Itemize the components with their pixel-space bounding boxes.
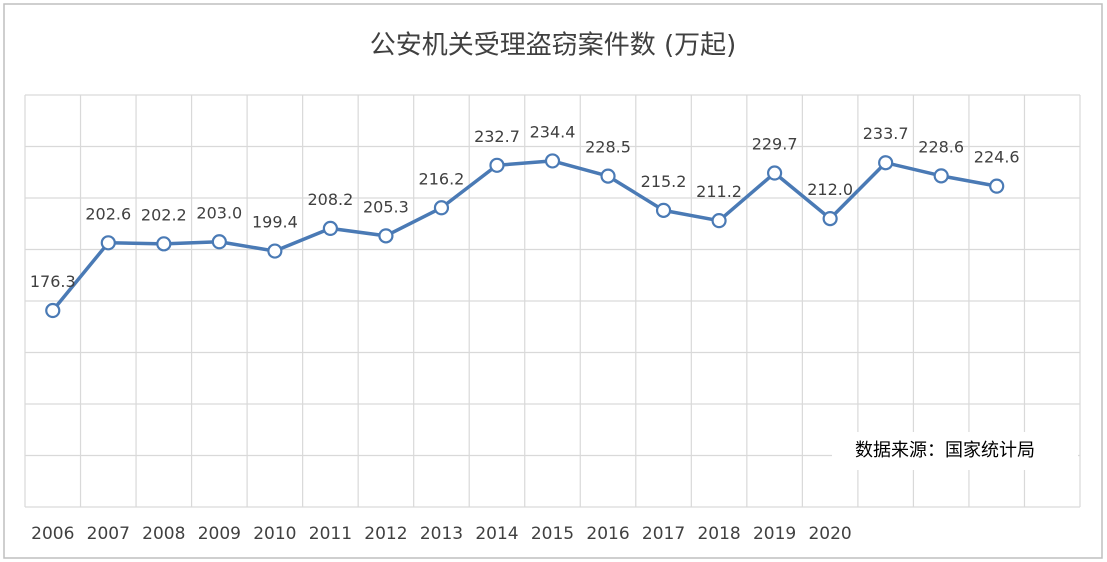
point bbox=[211, 234, 227, 250]
x-tick-label: 2017 bbox=[642, 524, 685, 544]
data-label: 203.0 bbox=[196, 203, 242, 222]
data-label: 208.2 bbox=[307, 190, 353, 209]
plot-area: 2006 2007 2008 2009 2010 2011 2012 2013 2014 2015… bbox=[24, 94, 1081, 544]
x-tick-label: 2018 bbox=[697, 524, 740, 544]
data-label: 199.4 bbox=[252, 213, 298, 232]
data-label: 202.6 bbox=[85, 204, 131, 223]
point bbox=[933, 168, 949, 184]
point bbox=[100, 235, 116, 251]
x-tick-label: 2007 bbox=[87, 524, 130, 544]
point bbox=[989, 178, 1005, 194]
point bbox=[655, 202, 672, 218]
point bbox=[378, 228, 394, 244]
data-label: 224.6 bbox=[974, 148, 1020, 167]
x-tick-label: 2006 bbox=[31, 524, 74, 544]
point bbox=[767, 165, 783, 181]
x-tick-label: 2020 bbox=[808, 524, 851, 544]
chart-border bbox=[3, 3, 1103, 559]
point bbox=[822, 211, 838, 227]
data-label: 176.3 bbox=[30, 272, 76, 291]
point bbox=[711, 213, 727, 229]
point bbox=[433, 200, 450, 216]
x-tick-label: 2019 bbox=[753, 524, 796, 544]
data-label: 232.7 bbox=[474, 127, 520, 146]
data-label: 202.2 bbox=[141, 205, 187, 224]
data-label: 234.4 bbox=[530, 122, 576, 141]
x-tick-label: 2009 bbox=[198, 524, 241, 544]
point bbox=[267, 243, 283, 259]
point bbox=[878, 155, 894, 171]
data-label: 216.2 bbox=[419, 169, 465, 188]
source-note: 数据来源：国家统计局 bbox=[855, 440, 1035, 461]
data-label: 229.7 bbox=[752, 135, 798, 154]
x-tick-label: 2011 bbox=[309, 524, 352, 544]
annotation-box bbox=[832, 432, 1078, 470]
x-tick-label: 2010 bbox=[253, 524, 296, 544]
x-tick-label: 2008 bbox=[142, 524, 185, 544]
x-tick-label: 2012 bbox=[364, 524, 407, 544]
point bbox=[45, 302, 61, 319]
point bbox=[544, 153, 561, 169]
data-label: 233.7 bbox=[863, 124, 909, 143]
point bbox=[600, 168, 616, 184]
data-label: 205.3 bbox=[363, 197, 409, 216]
point bbox=[156, 236, 172, 252]
x-tick-label: 2016 bbox=[586, 524, 629, 544]
x-tick-label: 2013 bbox=[420, 524, 463, 544]
x-tick-label: 2014 bbox=[475, 524, 518, 544]
line bbox=[51, 159, 998, 312]
chart-title: 公安机关受理盗窃案件数 (万起) bbox=[370, 31, 737, 61]
data-label: 211.2 bbox=[696, 182, 742, 201]
data-label: 228.6 bbox=[918, 137, 964, 156]
data-label: 212.0 bbox=[807, 180, 853, 199]
point bbox=[322, 220, 338, 236]
data-label: 228.5 bbox=[585, 138, 631, 157]
data-label: 215.2 bbox=[641, 172, 687, 191]
point bbox=[489, 157, 505, 173]
x-tick-label: 2015 bbox=[531, 524, 574, 544]
